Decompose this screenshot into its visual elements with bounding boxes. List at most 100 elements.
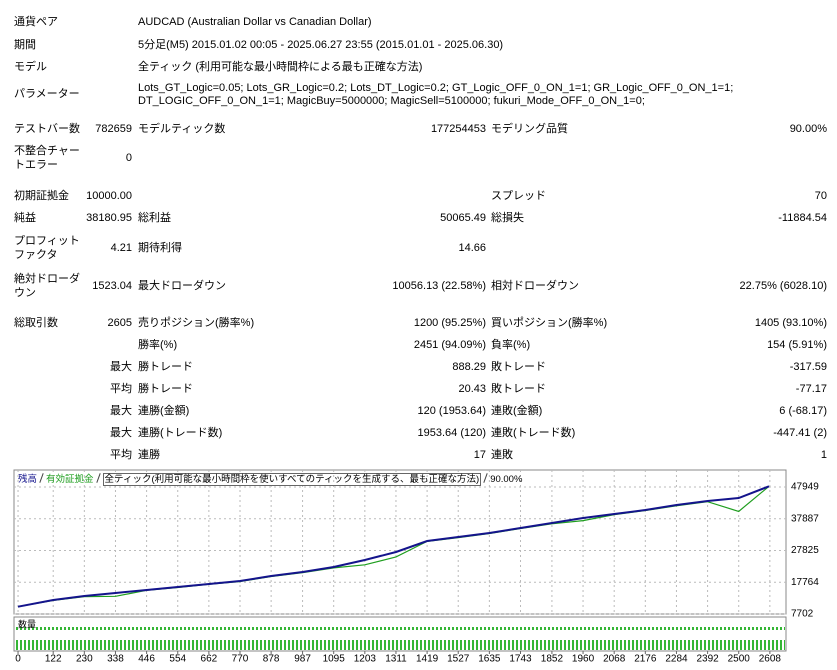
stat-value: 最大 (110, 427, 132, 439)
x-tick-label: 2284 (665, 654, 688, 665)
field-value: 5分足(M5) 2015.01.02 00:05 - 2025.06.27 23… (138, 39, 504, 51)
x-tick-label: 1419 (416, 654, 439, 665)
stat-value: 1523.04 (92, 280, 132, 292)
stat-value: 2605 (107, 317, 132, 329)
y-tick-label: 7702 (791, 609, 814, 620)
field-label: モデル (14, 61, 47, 73)
stat-value: 38180.95 (86, 212, 132, 224)
x-tick-label: 2392 (696, 654, 719, 665)
x-tick-label: 2608 (759, 654, 782, 665)
x-tick-label: 2176 (634, 654, 657, 665)
field-label: パラメーター (14, 88, 80, 100)
separator (39, 473, 44, 483)
parameter-line: Lots_GT_Logic=0.05; Lots_GR_Logic=0.2; L… (138, 82, 734, 94)
stat-label: 負率(%) (491, 339, 531, 351)
stat-value: 2451 (94.09%) (413, 339, 486, 351)
stat-label: 勝率(%) (138, 339, 178, 351)
x-tick-label: 338 (107, 654, 124, 665)
stat-label: モデリング品質 (491, 123, 568, 135)
y-tick-label: 17764 (791, 577, 819, 588)
stat-value: 782659 (95, 123, 132, 135)
x-tick-label: 230 (76, 654, 93, 665)
quality: 90.00% (490, 474, 523, 485)
legend-entry: 残高 (18, 474, 38, 485)
stat-label: 総損失 (491, 212, 524, 224)
x-tick-label: 1635 (478, 654, 501, 665)
stat-value: 最大 (110, 405, 132, 417)
x-tick-label: 1311 (385, 654, 407, 665)
stat-value: 14.66 (458, 242, 486, 254)
y-tick-label: 37887 (791, 513, 819, 524)
y-tick-label: 27825 (791, 545, 819, 556)
stat-label: 絶対ドローダウン (14, 273, 80, 299)
x-tick-label: 2068 (603, 654, 626, 665)
stat-label: 連勝(トレード数) (138, 427, 223, 439)
stat-label: 総取引数 (14, 317, 58, 329)
chart: 数量 7702 17764 27825 37887 47949 0 122 230 338 446… (13, 469, 819, 665)
x-tick-label: 122 (45, 654, 62, 665)
stat-value: 888.29 (452, 361, 486, 373)
stat-label: 連勝(金額) (138, 405, 190, 417)
stat-label: 敗トレード (491, 361, 546, 373)
stat-value: 10056.13 (22.58%) (392, 280, 486, 292)
stat-value: -317.59 (789, 361, 827, 373)
x-tick-label: 987 (294, 654, 311, 665)
x-tick-label: 1743 (509, 654, 532, 665)
chart-subtitle: 全ティック(利用可能な最小時間枠を使いすべてのティックを生成する、最も正確な方法… (102, 473, 482, 486)
separator (483, 473, 488, 483)
stat-value: 17 (473, 449, 486, 461)
x-tick-label: 446 (138, 654, 155, 665)
stat-value: 10000.00 (86, 190, 132, 202)
legend-entry: 有効証拠金 (46, 474, 94, 485)
stat-value: 120 (1953.64) (417, 405, 487, 417)
stat-label: 連勝 (138, 449, 160, 461)
field-label: 期間 (14, 39, 36, 51)
x-tick-label: 554 (169, 654, 186, 665)
x-tick-label: 662 (201, 654, 218, 665)
stat-value: 4.21 (110, 242, 132, 254)
volume-bars-decoration (15, 627, 785, 650)
x-tick-label: 1527 (447, 654, 470, 665)
stat-label: 連敗(トレード数) (491, 427, 576, 439)
stat-label: 最大ドローダウン (138, 280, 226, 292)
stat-label: 連敗(金額) (491, 405, 543, 417)
stat-value: -447.41 (2) (773, 427, 827, 439)
stat-label: 敗トレード (491, 383, 546, 395)
stat-label: 期待利得 (138, 242, 182, 254)
stat-value: 1 (820, 449, 827, 461)
x-tick-label: 1095 (323, 654, 346, 665)
stat-value: 1405 (93.10%) (754, 317, 827, 329)
field-value: 全ティック (利用可能な最小時間枠による最も正確な方法) (138, 61, 423, 73)
y-tick-label: 47949 (791, 482, 819, 493)
stat-label: 不整合チャートエラー (14, 145, 80, 171)
stat-label: 相対ドローダウン (491, 280, 579, 292)
stat-value: 平均 (110, 383, 132, 395)
field-label: 通貨ペア (14, 16, 58, 28)
stat-label: プロフィットファクタ (14, 235, 80, 261)
legend: 残高 有効証拠金 全ティック(利用可能な最小時間枠を使いすべてのティックを生成する、… (18, 473, 522, 487)
x-tick-label: 1203 (354, 654, 377, 665)
stat-value: 1953.64 (120) (417, 427, 487, 439)
stat-label: 売りポジション(勝率%) (138, 317, 255, 329)
volume-label: 数量 (18, 618, 36, 629)
field-value: AUDCAD (Australian Dollar vs Canadian Do… (138, 16, 372, 28)
series-line (17, 485, 770, 608)
stat-label: 初期証拠金 (14, 190, 69, 202)
stat-value: -11884.54 (778, 212, 827, 224)
separator (95, 473, 101, 483)
stat-label: 買いポジション(勝率%) (491, 317, 608, 329)
stat-value: 154 (5.91%) (767, 339, 827, 351)
x-tick-label: 2500 (728, 654, 751, 665)
stat-label: モデルティック数 (138, 123, 226, 135)
stat-value: 70 (814, 190, 827, 202)
stat-value: 0 (125, 152, 132, 164)
parameter-line: DT_LOGIC_OFF_0_ON_1=1; MagicBuy=5000000;… (138, 95, 645, 107)
stat-value: 6 (-68.17) (779, 405, 827, 417)
x-tick-label: 878 (263, 654, 280, 665)
stat-label: 連敗 (491, 449, 513, 461)
stat-value: 平均 (110, 449, 132, 461)
stat-value: 1200 (95.25%) (413, 317, 486, 329)
stat-label: 勝トレード (138, 361, 193, 373)
x-tick-label: 1852 (541, 654, 564, 665)
